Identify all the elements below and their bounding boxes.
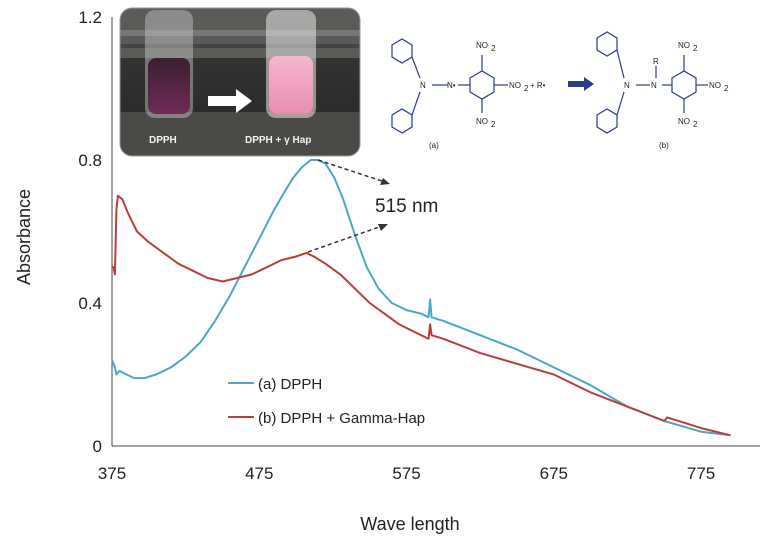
axes	[111, 17, 760, 447]
legend-label-dpph: (a) DPPH	[258, 376, 322, 393]
chem-no2-bottom-a: NO	[476, 117, 488, 126]
chem-no2-right-a-sub: 2	[524, 84, 529, 93]
photo-label-dpph-gamma-hap: DPPH + γ Hap	[245, 135, 311, 146]
legend: (a) DPPH (b) DPPH + Gamma-Hap	[228, 376, 425, 427]
chem-no2-top-a-sub: 2	[491, 44, 496, 53]
reaction-scheme	[391, 31, 708, 134]
chem-no2-bottom-a-sub: 2	[491, 120, 496, 129]
scheme-label-a: (a)	[429, 141, 439, 150]
chem-r-radical: + R•	[530, 81, 546, 90]
dpph-h-molecule	[596, 31, 708, 134]
annotation-label: 515 nm	[375, 196, 438, 217]
chem-n2-b: N	[651, 81, 657, 90]
reaction-scheme-labels: N N• NO 2 NO 2 + R• NO 2 (a) N N R NO 2 …	[420, 41, 729, 150]
series-line-dpph	[111, 159, 731, 437]
chem-no2-top-b-sub: 2	[693, 44, 698, 53]
chem-no2-top-a: NO	[476, 41, 488, 50]
chem-n1-a: N	[420, 81, 426, 90]
y-tick-label: 0	[93, 437, 102, 456]
y-tick-label: 1.2	[78, 8, 102, 27]
chem-no2-right-b-sub: 2	[724, 84, 729, 93]
annotation-arrow-a	[317, 159, 386, 183]
x-tick-labels: 375 475 575 675 775	[98, 464, 715, 483]
x-tick-label: 775	[687, 464, 715, 483]
x-tick-label: 475	[245, 464, 273, 483]
scheme-label-b: (b)	[659, 141, 669, 150]
chem-no2-right-b: NO	[709, 81, 721, 90]
series-line-dpph-gamma-hap	[112, 194, 731, 437]
chem-no2-bottom-b: NO	[678, 117, 690, 126]
chem-r-b: R	[653, 57, 659, 66]
x-tick-label: 575	[392, 464, 420, 483]
chem-n2-a: N•	[447, 81, 456, 90]
dpph-molecule	[391, 38, 508, 134]
x-tick-label: 675	[540, 464, 568, 483]
chem-n1-b: N	[624, 81, 630, 90]
legend-label-dpph-gamma-hap: (b) DPPH + Gamma-Hap	[258, 410, 425, 427]
y-tick-labels: 0 0.4 0.8 1.2	[78, 8, 102, 456]
y-axis-title: Absorbance	[14, 189, 34, 285]
series-layer	[111, 159, 731, 437]
x-tick-label: 375	[98, 464, 126, 483]
chem-no2-bottom-b-sub: 2	[693, 120, 698, 129]
photo-label-dpph: DPPH	[149, 135, 177, 146]
annotation-arrowhead-b	[378, 224, 388, 231]
annotation-515nm: 515 nm	[307, 159, 438, 253]
photo-arrow-icon	[208, 89, 252, 113]
annotation-arrow-b	[307, 225, 383, 253]
x-axis-title: Wave length	[360, 514, 459, 534]
annotation-arrowhead-a	[380, 178, 390, 185]
chem-no2-top-b: NO	[678, 41, 690, 50]
y-tick-label: 0.8	[78, 151, 102, 170]
y-tick-label: 0.4	[78, 294, 102, 313]
inset-photo: DPPH DPPH + γ Hap	[119, 7, 361, 157]
chem-no2-right-a: NO	[509, 81, 521, 90]
reaction-arrow-icon	[568, 77, 594, 91]
